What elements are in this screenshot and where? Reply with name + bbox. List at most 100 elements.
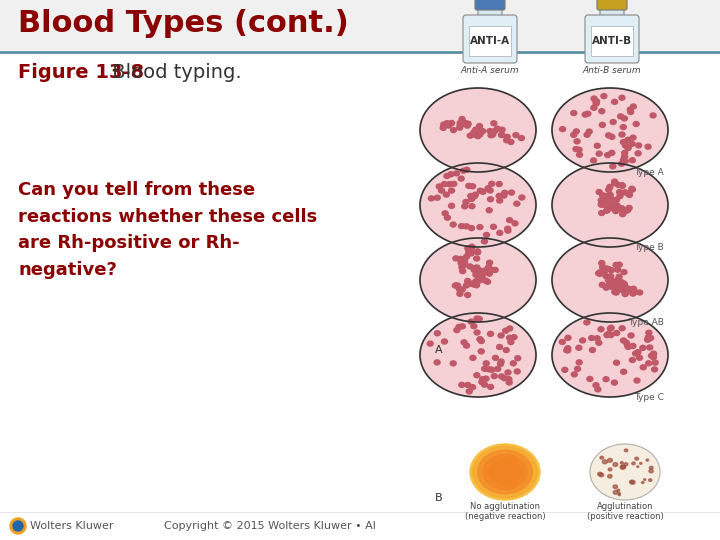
Ellipse shape — [576, 147, 582, 152]
Ellipse shape — [598, 472, 602, 476]
Ellipse shape — [605, 206, 611, 211]
Ellipse shape — [483, 455, 527, 489]
Ellipse shape — [621, 154, 628, 159]
Ellipse shape — [606, 187, 612, 192]
Ellipse shape — [420, 163, 536, 247]
Ellipse shape — [607, 192, 613, 198]
Ellipse shape — [502, 190, 508, 195]
Ellipse shape — [512, 221, 518, 226]
Text: A: A — [436, 345, 443, 355]
Ellipse shape — [464, 123, 470, 128]
Ellipse shape — [564, 348, 571, 353]
Ellipse shape — [603, 208, 610, 213]
Ellipse shape — [459, 382, 465, 387]
Ellipse shape — [646, 330, 652, 335]
Ellipse shape — [467, 249, 473, 254]
Text: No agglutination
(negative reaction): No agglutination (negative reaction) — [464, 502, 545, 522]
Ellipse shape — [608, 458, 613, 462]
Ellipse shape — [514, 369, 521, 374]
Ellipse shape — [625, 191, 631, 196]
Ellipse shape — [479, 272, 485, 277]
Ellipse shape — [477, 278, 482, 283]
Ellipse shape — [580, 338, 585, 343]
Ellipse shape — [624, 340, 629, 345]
Ellipse shape — [474, 330, 480, 335]
Ellipse shape — [651, 351, 657, 356]
Ellipse shape — [476, 131, 482, 136]
Ellipse shape — [552, 88, 668, 172]
Ellipse shape — [631, 462, 635, 465]
Ellipse shape — [616, 205, 621, 210]
Circle shape — [10, 518, 26, 534]
Ellipse shape — [454, 171, 459, 176]
Ellipse shape — [462, 204, 468, 209]
Ellipse shape — [629, 158, 635, 163]
Ellipse shape — [470, 444, 540, 500]
Ellipse shape — [474, 249, 481, 255]
Ellipse shape — [627, 107, 633, 112]
Ellipse shape — [461, 120, 467, 126]
Ellipse shape — [474, 316, 480, 321]
Ellipse shape — [498, 361, 503, 367]
Ellipse shape — [504, 134, 510, 139]
FancyBboxPatch shape — [463, 15, 517, 63]
Ellipse shape — [617, 281, 623, 286]
Ellipse shape — [633, 122, 639, 126]
Ellipse shape — [621, 286, 627, 292]
Ellipse shape — [591, 105, 597, 110]
Ellipse shape — [480, 377, 485, 382]
Ellipse shape — [497, 345, 503, 349]
Text: Blood Types (cont.): Blood Types (cont.) — [18, 10, 348, 38]
Ellipse shape — [593, 101, 599, 106]
Ellipse shape — [626, 288, 633, 293]
Ellipse shape — [609, 150, 615, 156]
Ellipse shape — [599, 473, 603, 477]
Ellipse shape — [461, 122, 467, 126]
Ellipse shape — [623, 287, 629, 292]
Ellipse shape — [652, 360, 658, 365]
Ellipse shape — [608, 201, 615, 206]
Ellipse shape — [434, 360, 440, 365]
Ellipse shape — [515, 356, 521, 361]
Ellipse shape — [618, 114, 624, 119]
Ellipse shape — [474, 132, 480, 137]
Ellipse shape — [477, 124, 482, 129]
Ellipse shape — [573, 129, 580, 134]
Ellipse shape — [453, 283, 459, 288]
Text: Copyright © 2015 Wolters Kluwer • Al: Copyright © 2015 Wolters Kluwer • Al — [164, 521, 376, 531]
Ellipse shape — [621, 282, 627, 287]
Ellipse shape — [478, 349, 485, 354]
Ellipse shape — [482, 366, 487, 372]
Ellipse shape — [630, 343, 636, 348]
Ellipse shape — [593, 99, 599, 104]
Ellipse shape — [482, 382, 487, 387]
Ellipse shape — [625, 146, 631, 151]
Ellipse shape — [485, 186, 491, 191]
Ellipse shape — [552, 313, 668, 397]
Ellipse shape — [619, 183, 625, 188]
Ellipse shape — [477, 132, 483, 137]
Ellipse shape — [628, 333, 634, 338]
Ellipse shape — [621, 281, 626, 286]
Ellipse shape — [629, 480, 634, 483]
Text: Type B: Type B — [634, 243, 664, 252]
Ellipse shape — [489, 181, 495, 186]
Ellipse shape — [420, 238, 536, 322]
Ellipse shape — [449, 120, 454, 125]
FancyBboxPatch shape — [478, 4, 502, 22]
Ellipse shape — [599, 211, 605, 215]
Ellipse shape — [597, 271, 603, 276]
Ellipse shape — [499, 132, 505, 137]
Ellipse shape — [629, 357, 636, 362]
Ellipse shape — [590, 444, 660, 500]
Ellipse shape — [497, 231, 503, 235]
Ellipse shape — [508, 340, 514, 345]
Ellipse shape — [608, 468, 612, 471]
Ellipse shape — [471, 130, 477, 134]
Ellipse shape — [456, 125, 463, 130]
Ellipse shape — [492, 355, 498, 360]
Ellipse shape — [619, 206, 625, 211]
Ellipse shape — [482, 239, 487, 244]
Ellipse shape — [606, 202, 612, 207]
Ellipse shape — [618, 494, 621, 496]
